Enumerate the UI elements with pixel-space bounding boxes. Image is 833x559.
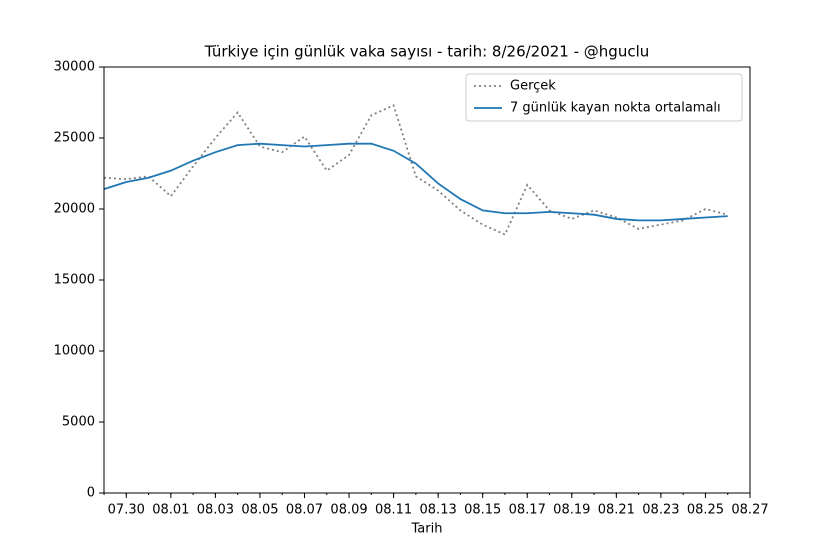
x-tick-label: 08.15 [464,503,501,518]
x-tick-label: 08.05 [241,503,278,518]
y-tick-label: 30000 [54,60,95,75]
y-tick-label: 0 [87,486,95,501]
x-tick-label: 08.03 [197,503,234,518]
legend-box [465,73,743,122]
x-tick-label: 08.09 [330,503,367,518]
data-line [104,104,728,236]
x-tick-label: 08.21 [598,503,635,518]
x-tick-label: 08.01 [152,503,189,518]
x-tick-label: 08.25 [687,503,724,518]
legend-label: Gerçek [510,79,556,94]
plot-frame [103,66,751,494]
x-tick-label: 08.17 [509,503,546,518]
y-tick-label: 25000 [54,131,95,146]
x-tick-label: 08.27 [731,503,768,518]
y-tick-label: 20000 [54,202,95,217]
x-tick-label: 08.07 [286,503,323,518]
x-tick-label: 08.11 [375,503,412,518]
x-tick-label: 08.23 [642,503,679,518]
legend-label: 7 günlük kayan nokta ortalamalı [510,101,721,116]
x-tick-label: 08.19 [553,503,590,518]
y-tick-label: 15000 [54,273,95,288]
x-tick-label: 08.13 [420,503,457,518]
x-tick-label: 07.30 [108,503,145,518]
chart-title: Türkiye için günlük vaka sayısı - tarih:… [204,43,650,61]
y-tick-label: 10000 [54,344,95,359]
x-axis-label: Tarih [411,522,443,537]
y-tick-label: 5000 [62,415,95,430]
data-line [104,142,728,222]
